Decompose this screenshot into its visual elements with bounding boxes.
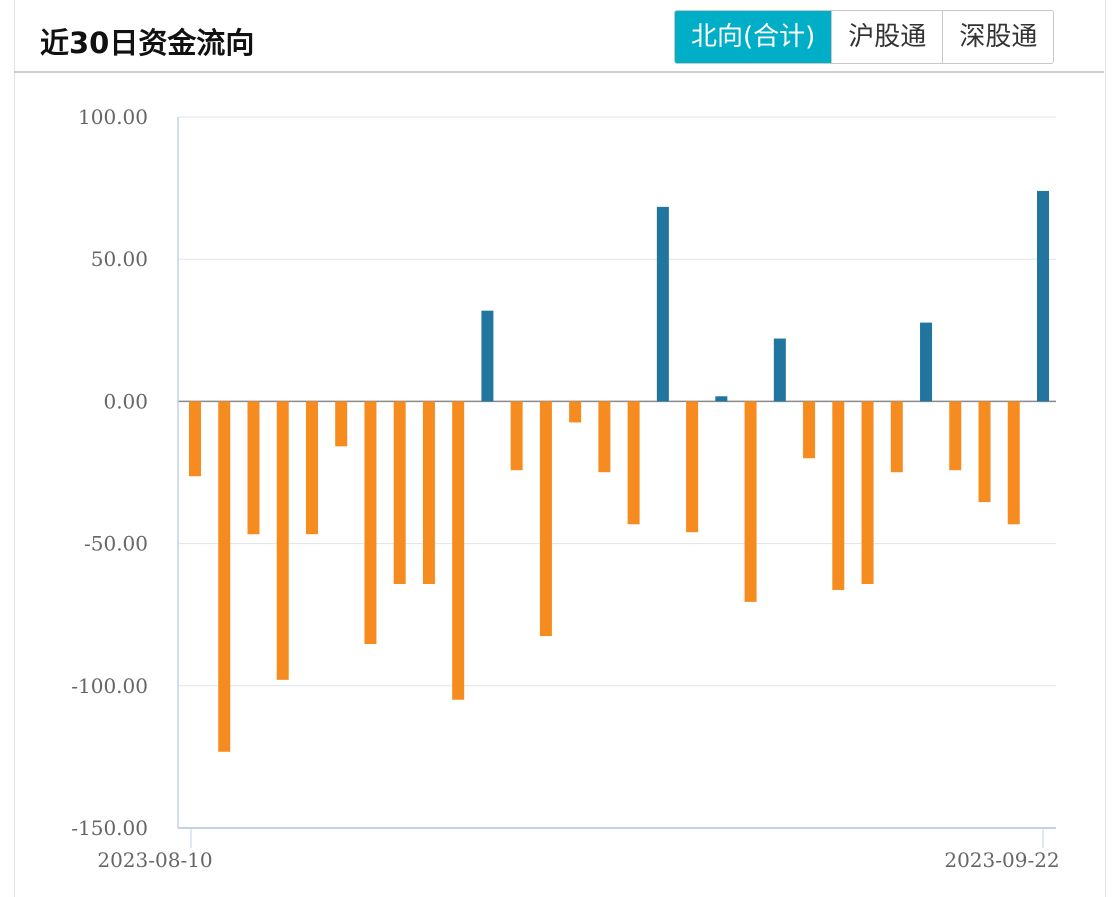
bar[interactable] [276,401,289,680]
bars [189,190,1049,752]
bar[interactable] [949,401,962,471]
bar[interactable] [218,401,231,752]
bar[interactable] [773,338,786,402]
bar[interactable] [803,401,816,459]
bar[interactable] [1037,190,1049,402]
bar[interactable] [481,310,494,402]
bar[interactable] [744,401,757,602]
bar[interactable] [861,401,874,584]
market-tabs: 北向(合计) 沪股通 深股通 [674,10,1055,64]
bar[interactable] [510,401,523,471]
y-tick-label: -50.00 [84,532,148,556]
bar[interactable] [598,401,611,473]
bar[interactable] [715,396,728,402]
bar[interactable] [364,401,377,644]
bar[interactable] [832,401,845,590]
x-tick-label: 2023-08-10 [97,848,212,872]
panel-header: 近30日资金流向 北向(合计) 沪股通 深股通 [14,0,1104,73]
bar[interactable] [393,401,406,584]
tab-shanghai-connect[interactable]: 沪股通 [831,11,943,63]
bar[interactable] [247,401,260,535]
y-tick-label: 50.00 [91,247,148,271]
bar[interactable] [1007,401,1020,525]
bar[interactable] [452,401,465,700]
y-tick-label: 0.00 [103,389,148,413]
y-tick-label: -150.00 [71,816,148,840]
y-tick-label: 100.00 [78,105,148,129]
panel-frame [14,0,1106,897]
y-tick-label: -100.00 [71,674,148,698]
tab-shenzhen-connect[interactable]: 深股通 [942,11,1054,63]
bar[interactable] [335,401,348,447]
x-tick-label: 2023-09-22 [944,848,1059,872]
panel-title: 近30日资金流向 [40,26,255,60]
bar[interactable] [189,401,201,477]
y-axis-ticks: 100.00 50.00 0.00 -50.00 -100.00 -150.00 [71,105,148,840]
bar[interactable] [686,401,699,533]
bar[interactable] [305,401,318,535]
bar[interactable] [539,401,552,637]
bar[interactable] [627,401,640,525]
bar[interactable] [569,401,582,423]
bar[interactable] [978,401,991,503]
bar[interactable] [656,206,669,402]
bar[interactable] [920,322,933,402]
tab-northbound-total[interactable]: 北向(合计) [675,11,832,63]
bar[interactable] [422,401,435,584]
grid-lines [178,116,1056,687]
bar[interactable] [890,401,903,473]
